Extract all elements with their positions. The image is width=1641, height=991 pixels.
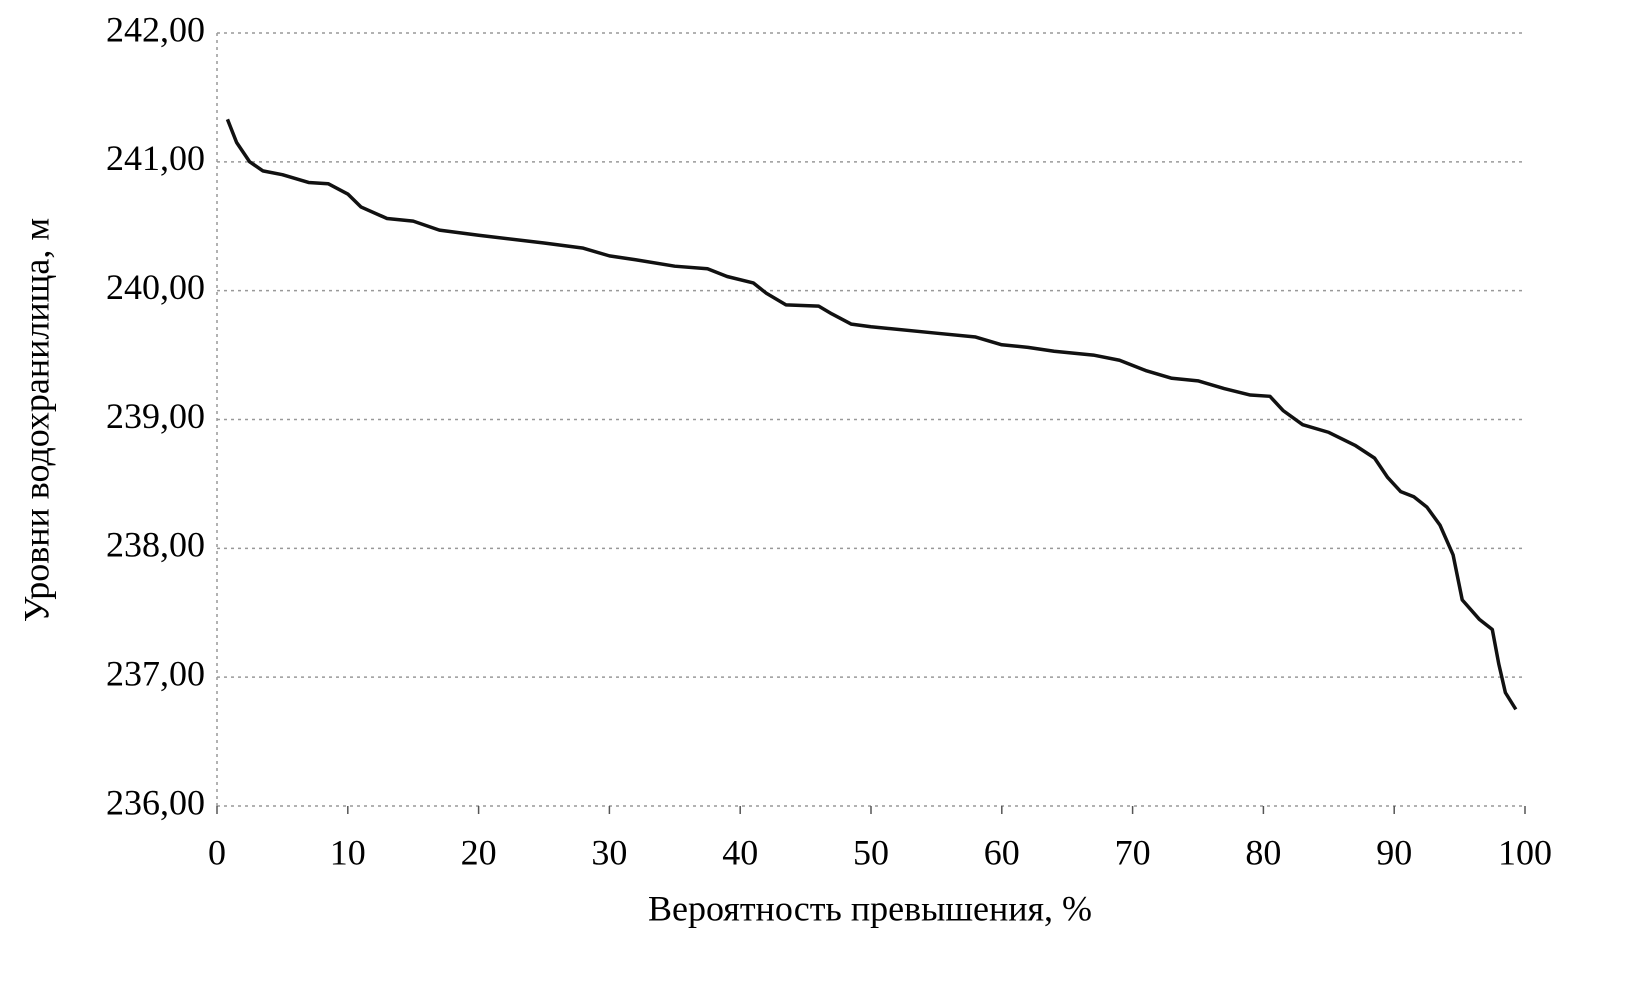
x-tick-label: 60 <box>984 832 1020 872</box>
x-tick-label: 50 <box>853 832 889 872</box>
x-tick-label: 40 <box>722 832 758 872</box>
x-tick-label: 20 <box>461 832 497 872</box>
x-tick-label: 70 <box>1115 832 1151 872</box>
x-tick-label: 100 <box>1498 832 1552 872</box>
x-tick-label: 10 <box>330 832 366 872</box>
data-line <box>225 118 1518 711</box>
y-axis-title: Уровни водохранилища, м <box>16 218 56 622</box>
y-tick-label: 236,00 <box>106 782 205 822</box>
x-tick-label: 90 <box>1376 832 1412 872</box>
y-tick-label: 242,00 <box>106 9 205 49</box>
x-tick-label: 0 <box>208 832 226 872</box>
x-axis-title: Вероятность превышения, % <box>648 888 1092 928</box>
y-tick-label: 239,00 <box>106 396 205 436</box>
y-tick-label: 237,00 <box>106 653 205 693</box>
x-tick-label: 30 <box>591 832 627 872</box>
y-tick-label: 241,00 <box>106 138 205 178</box>
y-tick-label: 240,00 <box>106 267 205 307</box>
x-tick-label: 80 <box>1245 832 1281 872</box>
y-tick-label: 238,00 <box>106 525 205 565</box>
